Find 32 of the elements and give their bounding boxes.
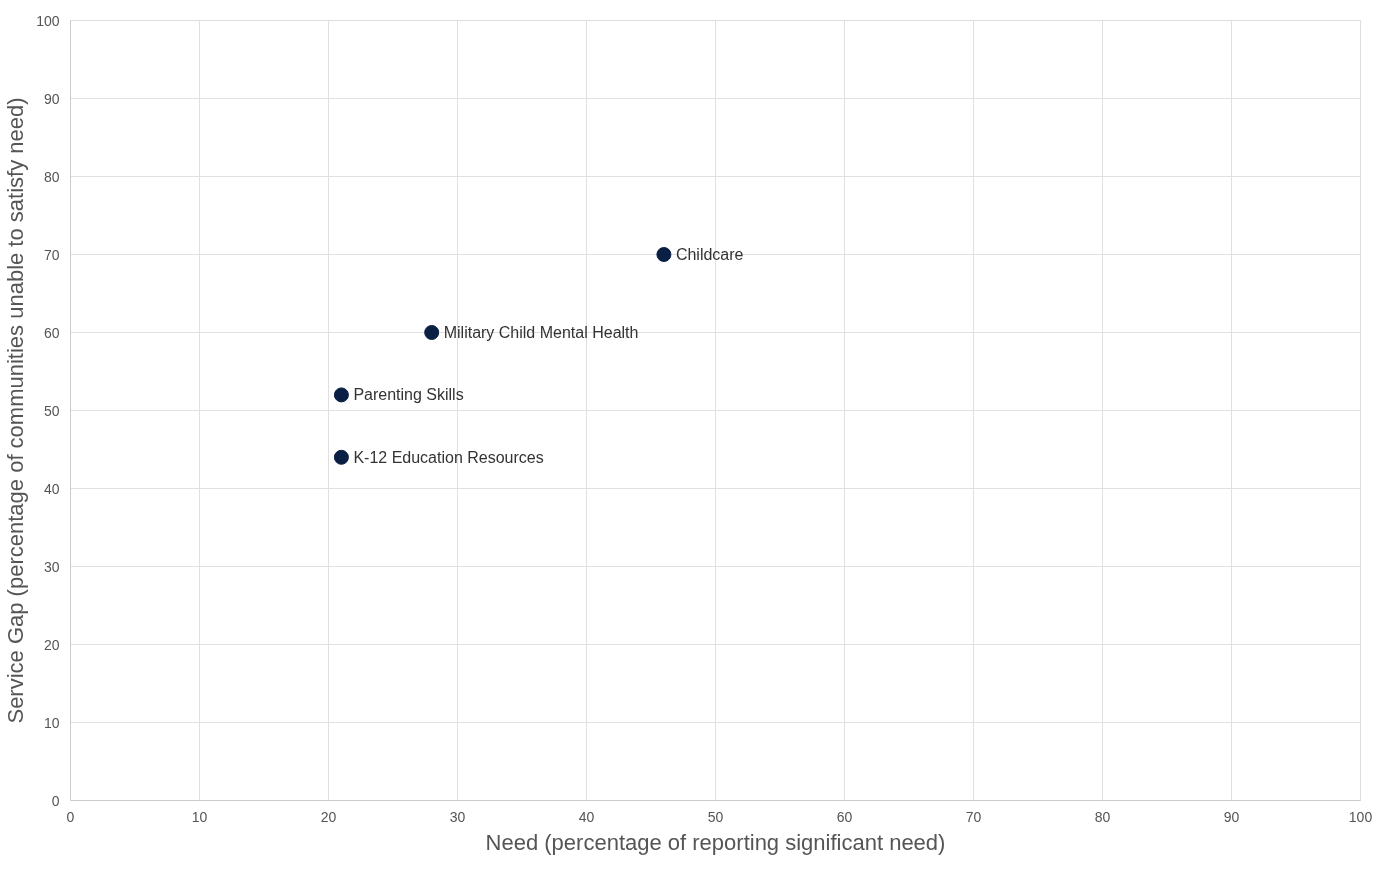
x-axis-title: Need (percentage of reporting significant need)	[485, 829, 946, 855]
x-tick-label: 100	[1348, 808, 1373, 825]
y-tick-label: 10	[43, 714, 60, 731]
y-tick-label: 90	[43, 90, 60, 107]
y-tick-label: 0	[51, 792, 60, 809]
x-tick-label: 50	[707, 808, 724, 825]
x-tick-label: 90	[1223, 808, 1240, 825]
y-tick-label: 50	[43, 402, 60, 419]
x-tick-label: 10	[191, 808, 208, 825]
annotation: Military Child Mental Health	[443, 324, 639, 341]
x-tick-label: 30	[449, 808, 466, 825]
y-tick-label: 60	[43, 324, 60, 341]
annotation: Parenting Skills	[353, 386, 464, 404]
y-tick-label: 80	[43, 168, 60, 185]
x-tick-label: 80	[1094, 808, 1111, 825]
x-tick-label: 20	[320, 808, 337, 825]
x-tick-label: 0	[66, 808, 75, 825]
y-tick-label: 100	[36, 12, 60, 29]
y-tick-label: 70	[43, 246, 60, 263]
point	[656, 247, 672, 262]
y-axis-title: Service Gap (percentage of communities unable to satisfy need)	[3, 97, 29, 724]
annotation: K-12 Education Resources	[353, 448, 544, 466]
annotation: Childcare	[675, 246, 744, 263]
point	[333, 387, 349, 403]
y-tick-label: 40	[43, 480, 60, 497]
x-tick-label: 40	[578, 808, 595, 825]
point	[424, 325, 440, 340]
y-tick-label: 30	[43, 558, 60, 575]
x-tick-label: 60	[836, 808, 853, 825]
point	[333, 449, 349, 465]
y-tick-label: 20	[43, 636, 60, 653]
x-tick-label: 70	[965, 808, 982, 825]
